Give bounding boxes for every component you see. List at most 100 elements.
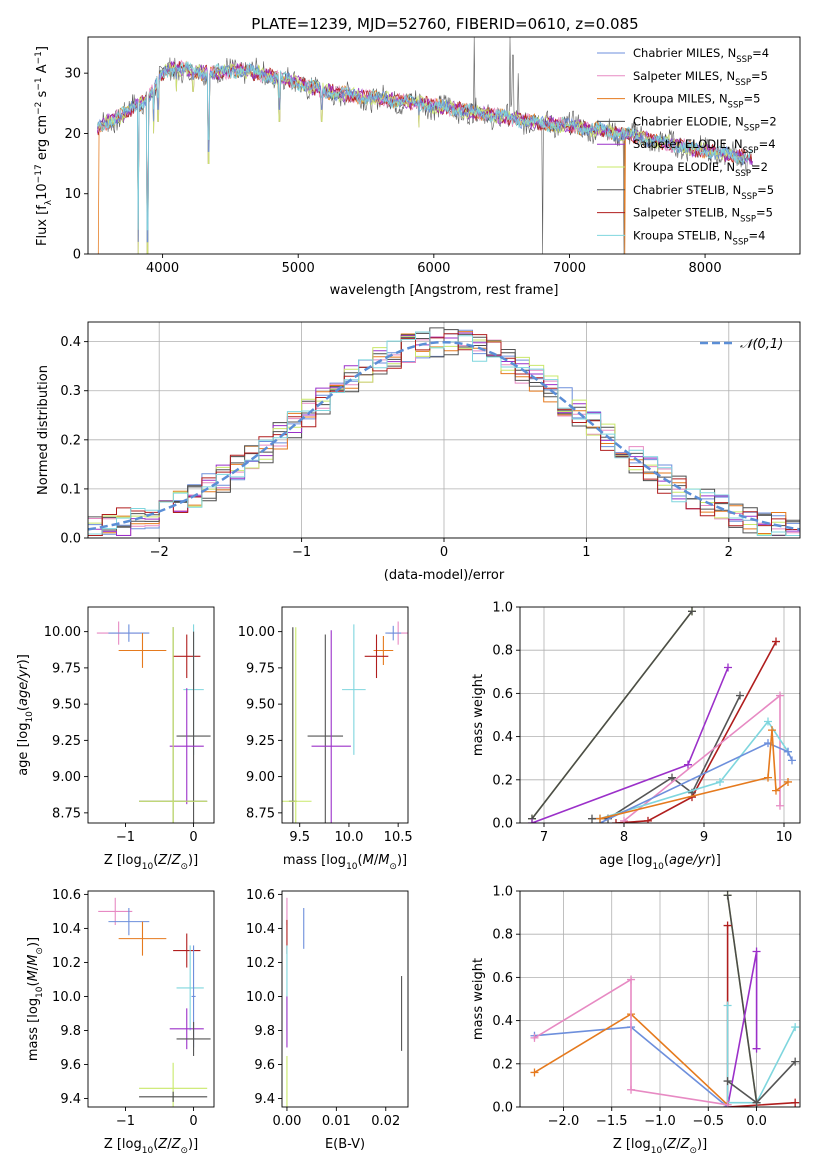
x-tick-label: 10 <box>776 830 793 845</box>
series-marker <box>776 691 784 700</box>
series-line <box>623 693 781 822</box>
x-tick-label: 8000 <box>689 261 722 276</box>
y-tick-label: 0.0 <box>492 1101 513 1116</box>
errorbar-point <box>176 945 204 1031</box>
errorbar-point <box>173 634 201 679</box>
y-tick-label: 9.00 <box>52 770 81 785</box>
y-tick-label: 0.2 <box>492 773 513 788</box>
errorbar-point <box>118 633 167 668</box>
series-kroupa-miles <box>596 726 792 823</box>
x-tick-label: 0.02 <box>371 1114 400 1129</box>
residuals-xlabel: (data-model)/error <box>384 568 505 583</box>
series-marker <box>776 801 784 810</box>
series-marker <box>688 607 696 616</box>
spectrum-panel: 4000 5000 6000 7000 8000 0 10 20 30 Chabrier MILE… <box>34 36 801 298</box>
series-marker <box>788 756 796 765</box>
age_vs_Z-plot-area <box>96 621 211 823</box>
y-tick-label: 9.4 <box>254 1092 275 1107</box>
series-marker <box>528 819 536 823</box>
y-tick-label: 1.0 <box>492 885 513 900</box>
y-tick-label: 10.00 <box>238 625 275 640</box>
errorbar-point <box>169 688 204 805</box>
weight-vs-z-xlabel: Z [log10(Z/Z⊙)] <box>613 1137 707 1156</box>
series-marker <box>668 773 676 782</box>
series-marker <box>723 1001 732 1010</box>
y-tick-label: 0.6 <box>492 687 513 702</box>
legend-label: Chabrier ELODIE, NSSP=2 <box>633 114 777 133</box>
y-tick-label: 0 <box>73 248 81 263</box>
series-marker <box>791 1098 800 1107</box>
y-tick-label: 0.4 <box>492 1014 513 1029</box>
y-tick-label: 9.8 <box>254 1024 275 1039</box>
age_vs_Z-frame <box>87 606 215 824</box>
series-line <box>615 641 777 823</box>
series-marker <box>723 891 732 900</box>
legend-label: Kroupa STELIB, NSSP=4 <box>633 228 765 247</box>
series-line <box>726 895 758 1103</box>
y-tick-label: 9.4 <box>60 1092 81 1107</box>
legend-label: Kroupa MILES, NSSP=5 <box>633 92 760 111</box>
spectrum-plot-area <box>97 37 753 254</box>
y-tick-label: 9.6 <box>254 1058 275 1073</box>
age-vs-z-ylabel: age [log10(age/yr)] <box>16 654 35 776</box>
mass_vs_Z-plot-area <box>98 897 211 1107</box>
y-tick-label: 0.1 <box>60 482 81 497</box>
x-tick-label: 0.0 <box>746 1114 767 1129</box>
y-tick-label: 9.75 <box>246 661 275 676</box>
y-tick-label: 0.0 <box>492 817 513 832</box>
x-tick-label: −1 <box>116 830 135 845</box>
errorbar-point <box>98 897 133 926</box>
x-tick-label: 10.0 <box>334 830 363 845</box>
series-marker <box>620 816 628 823</box>
errorbar-point <box>176 631 211 823</box>
weight-vs-z-ylabel: mass weight <box>471 958 486 1040</box>
series-marker <box>752 1044 761 1053</box>
age_vs_mass-panel: 9.5 10.0 10.5 8.75 9.00 9.25 9.50 9.75 10.00 mass… <box>238 606 413 872</box>
series-salpeter-elodie <box>528 663 732 823</box>
x-tick-label: 1 <box>582 545 590 560</box>
x-tick-label: −0.5 <box>692 1114 724 1129</box>
series-marker <box>736 691 744 700</box>
spectrum-ylabel: Flux [fλ10−17 erg cm−2 s−1 A−1] <box>34 46 54 246</box>
x-tick-label: 9 <box>700 830 708 845</box>
weight_vs_age-panel: 7 8 9 10 0.0 0.2 0.4 0.6 0.8 1.0 age [log10(age/yr… <box>471 601 801 872</box>
series-marker <box>772 786 780 795</box>
series-marker <box>791 1023 800 1032</box>
errorbar-point <box>169 1008 204 1050</box>
legend-label: Chabrier MILES, NSSP=4 <box>633 46 769 65</box>
age-vs-mass-xlabel: mass [log10(M/M⊙)] <box>283 853 407 872</box>
y-tick-label: 9.00 <box>246 770 275 785</box>
errorbar-point <box>118 921 167 956</box>
x-tick-label: −1.0 <box>644 1114 676 1129</box>
weight-vs-age-xlabel: age [log10(age/yr)] <box>599 853 721 872</box>
errorbar-point <box>108 624 150 642</box>
errorbar-point <box>311 630 351 823</box>
y-tick-label: 10.6 <box>52 888 81 903</box>
x-tick-label: 2 <box>725 545 733 560</box>
y-tick-label: 9.6 <box>60 1058 81 1073</box>
y-tick-label: 10.6 <box>246 888 275 903</box>
errorbar-point <box>364 634 389 679</box>
x-tick-label: 0 <box>189 830 197 845</box>
x-tick-label: −1 <box>116 1114 135 1129</box>
y-tick-label: 8.75 <box>246 806 275 821</box>
y-tick-label: 9.25 <box>246 734 275 749</box>
x-tick-label: 5000 <box>282 261 315 276</box>
series-chabrier-elodie <box>723 891 761 1107</box>
mass_vs_ebv-plot-area <box>286 897 403 1107</box>
series-marker <box>723 1100 732 1107</box>
series-marker <box>716 777 724 786</box>
errorbar-point <box>139 1091 208 1102</box>
y-tick-label: 0.0 <box>60 532 81 547</box>
series-chabrier-stelib <box>723 1057 800 1107</box>
y-tick-label: 10.0 <box>52 990 81 1005</box>
y-tick-label: 0.2 <box>492 1057 513 1072</box>
y-tick-label: 9.8 <box>60 1024 81 1039</box>
residuals-panel: −2 −1 0 1 2 0.0 0.1 0.2 0.3 0.4 𝒩(0,1) (data-model)… <box>36 321 801 583</box>
y-tick-label: 20 <box>64 127 81 142</box>
weight_vs_Z-panel: −2.0 −1.5 −1.0 −0.5 0.0 0.0 0.2 0.4 0.6 0.8 1.0 Z [… <box>471 885 801 1156</box>
errorbar-point <box>139 627 208 823</box>
errorbar-point <box>108 908 150 936</box>
series-salpeter-miles <box>530 975 732 1107</box>
